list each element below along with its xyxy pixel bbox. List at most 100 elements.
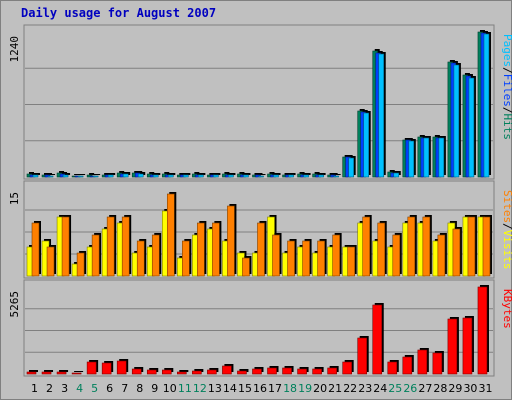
bar-files-day-16-shadow	[257, 173, 263, 175]
bar-pages-day-17-shadow	[275, 173, 281, 175]
day-label-25: 25	[388, 382, 402, 395]
bar-hits-day-21-shadow	[329, 173, 335, 175]
bar-kbytes-day-9	[146, 369, 157, 375]
bar-kbytes-day-23	[357, 337, 368, 375]
bar-kbytes-day-5	[86, 361, 97, 375]
bar-files-day-19-shadow	[302, 173, 308, 175]
bar-pages-day-22	[348, 157, 354, 178]
bar-kbytes-day-10	[161, 369, 172, 375]
bar-kbytes-day-27	[417, 349, 428, 375]
bar-hits-day-12-shadow	[194, 172, 200, 175]
bar-hits-day-17-shadow	[269, 172, 275, 175]
bar-sites-day-1	[31, 222, 40, 277]
bar-pages-day-3	[62, 174, 69, 178]
bar-sites-day-24	[377, 222, 386, 277]
bar-pages-day-13	[213, 174, 219, 178]
day-label-19: 19	[298, 382, 312, 395]
bar-sites-day-30	[467, 216, 476, 277]
bar-files-day-5-shadow	[92, 174, 98, 175]
bar-pages-day-6	[107, 174, 114, 178]
day-label-8: 8	[136, 382, 143, 395]
bar-sites-day-31	[482, 216, 491, 277]
day-label-29: 29	[448, 382, 462, 395]
day-label-2: 2	[46, 382, 53, 395]
day-label-7: 7	[121, 382, 128, 395]
day-label-11: 11	[178, 382, 192, 395]
bar-sites-day-13	[212, 222, 220, 277]
day-label-23: 23	[358, 382, 372, 395]
bar-files-day-1-shadow	[32, 173, 37, 175]
bar-pages-day-21-shadow	[335, 174, 341, 175]
bar-kbytes-day-30	[462, 317, 473, 375]
bar-kbytes-day-18	[282, 367, 292, 375]
day-label-26: 26	[403, 382, 417, 395]
day-label-22: 22	[343, 382, 357, 395]
day-label-16: 16	[253, 382, 267, 395]
bar-sites-day-29	[452, 228, 461, 277]
bar-files-day-21-shadow	[332, 173, 338, 175]
bar-sites-day-10	[166, 193, 175, 277]
bar-pages-day-20-shadow	[320, 173, 326, 175]
side-label-pages: Pages	[501, 34, 512, 67]
bar-kbytes-day-19	[297, 368, 307, 375]
day-label-3: 3	[61, 382, 68, 395]
bar-pages-day-26	[408, 140, 415, 178]
bar-pages-day-8	[137, 173, 144, 178]
bar-hits-day-15-shadow	[239, 172, 245, 175]
bar-sites-day-22	[347, 246, 355, 277]
bar-kbytes-day-4-shadow	[74, 371, 84, 372]
bar-pages-day-12-shadow	[200, 173, 206, 175]
bar-files-day-9-shadow	[152, 173, 158, 175]
bar-pages-day-20	[318, 174, 324, 178]
chart-body: 1240Pages/Files/Hits15Sites/Visits5265KB…	[8, 24, 512, 395]
bar-sites-day-19	[302, 240, 310, 277]
bar-pages-day-7-shadow	[125, 172, 131, 175]
bar-pages-day-30	[468, 77, 475, 178]
bar-sites-day-8	[136, 240, 145, 277]
day-label-24: 24	[373, 382, 387, 395]
bar-kbytes-day-14	[222, 365, 232, 375]
bar-pages-day-9	[152, 174, 159, 178]
bar-kbytes-day-1-shadow	[29, 370, 38, 372]
bar-pages-day-5-shadow	[95, 174, 101, 175]
ymax-label-kbytes: 5265	[8, 291, 21, 318]
bar-kbytes-day-24	[372, 304, 383, 375]
day-label-1: 1	[31, 382, 38, 395]
side-label-sites: Sites	[501, 190, 512, 223]
bar-pages-day-16	[258, 175, 264, 178]
bar-kbytes-day-28	[432, 352, 443, 375]
bar-kbytes-day-2	[41, 371, 52, 375]
bar-kbytes-day-7	[116, 360, 127, 375]
bar-kbytes-day-11-shadow	[179, 370, 189, 372]
bar-pages-day-16-shadow	[260, 174, 266, 175]
bar-sites-day-12	[197, 222, 205, 277]
bar-pages-day-23	[363, 112, 370, 178]
bar-files-day-4-shadow	[77, 174, 83, 175]
bar-kbytes-day-15	[237, 370, 247, 375]
bar-files-day-3-shadow	[62, 172, 68, 175]
day-label-27: 27	[418, 382, 432, 395]
bar-hits-day-9-shadow	[149, 172, 155, 175]
side-label-hits: Hits	[501, 114, 512, 141]
bar-sites-day-9	[151, 234, 160, 277]
bar-kbytes-day-15-shadow	[239, 369, 249, 372]
bar-kbytes-day-8	[131, 368, 142, 375]
bar-files-day-13-shadow	[212, 173, 218, 175]
day-label-20: 20	[313, 382, 327, 395]
bar-pages-day-7	[122, 173, 129, 178]
bar-kbytes-day-29	[447, 318, 458, 375]
day-label-31: 31	[478, 382, 492, 395]
bar-pages-day-18	[288, 174, 294, 178]
bar-kbytes-day-11	[177, 371, 187, 375]
bar-pages-day-18-shadow	[290, 173, 296, 175]
chart-title: Daily usage for August 2007	[21, 6, 216, 20]
bar-pages-day-19	[303, 174, 309, 178]
bar-hits-day-18-shadow	[284, 173, 290, 175]
bar-files-day-15-shadow	[242, 173, 248, 175]
ymax-label-hits: 1240	[8, 36, 21, 63]
bar-sites-day-23	[362, 216, 371, 277]
bar-pages-day-24	[378, 53, 385, 178]
bar-kbytes-day-3-shadow	[59, 370, 69, 372]
bar-kbytes-day-21	[327, 367, 337, 375]
bar-kbytes-day-1	[26, 371, 37, 375]
